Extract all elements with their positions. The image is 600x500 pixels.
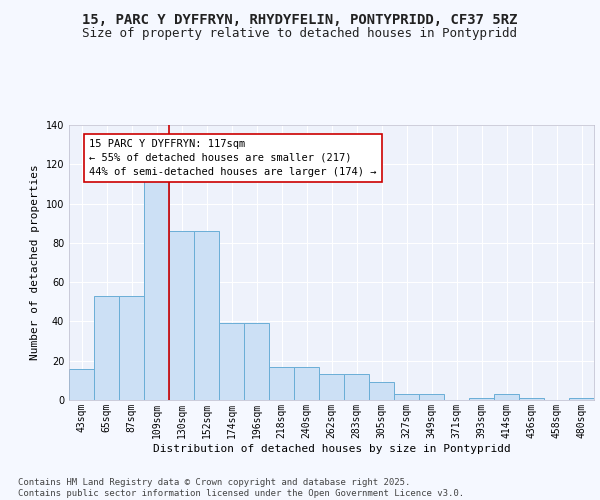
- Bar: [169, 231, 194, 400]
- Text: Size of property relative to detached houses in Pontypridd: Size of property relative to detached ho…: [83, 28, 517, 40]
- Bar: [69, 368, 94, 400]
- Bar: [344, 374, 369, 400]
- Text: 15, PARC Y DYFFRYN, RHYDYFELIN, PONTYPRIDD, CF37 5RZ: 15, PARC Y DYFFRYN, RHYDYFELIN, PONTYPRI…: [82, 12, 518, 26]
- Bar: [319, 374, 344, 400]
- Bar: [144, 172, 169, 400]
- Bar: [194, 231, 219, 400]
- Y-axis label: Number of detached properties: Number of detached properties: [30, 164, 40, 360]
- Bar: [394, 394, 419, 400]
- Text: 15 PARC Y DYFFRYN: 117sqm
← 55% of detached houses are smaller (217)
44% of semi: 15 PARC Y DYFFRYN: 117sqm ← 55% of detac…: [89, 138, 377, 177]
- Bar: [519, 398, 544, 400]
- Bar: [94, 296, 119, 400]
- Bar: [269, 366, 294, 400]
- Bar: [244, 324, 269, 400]
- Bar: [569, 398, 594, 400]
- Text: Contains HM Land Registry data © Crown copyright and database right 2025.
Contai: Contains HM Land Registry data © Crown c…: [18, 478, 464, 498]
- Bar: [419, 394, 444, 400]
- Bar: [369, 382, 394, 400]
- Bar: [219, 324, 244, 400]
- Bar: [494, 394, 519, 400]
- Bar: [294, 366, 319, 400]
- Bar: [119, 296, 144, 400]
- Bar: [469, 398, 494, 400]
- X-axis label: Distribution of detached houses by size in Pontypridd: Distribution of detached houses by size …: [152, 444, 511, 454]
